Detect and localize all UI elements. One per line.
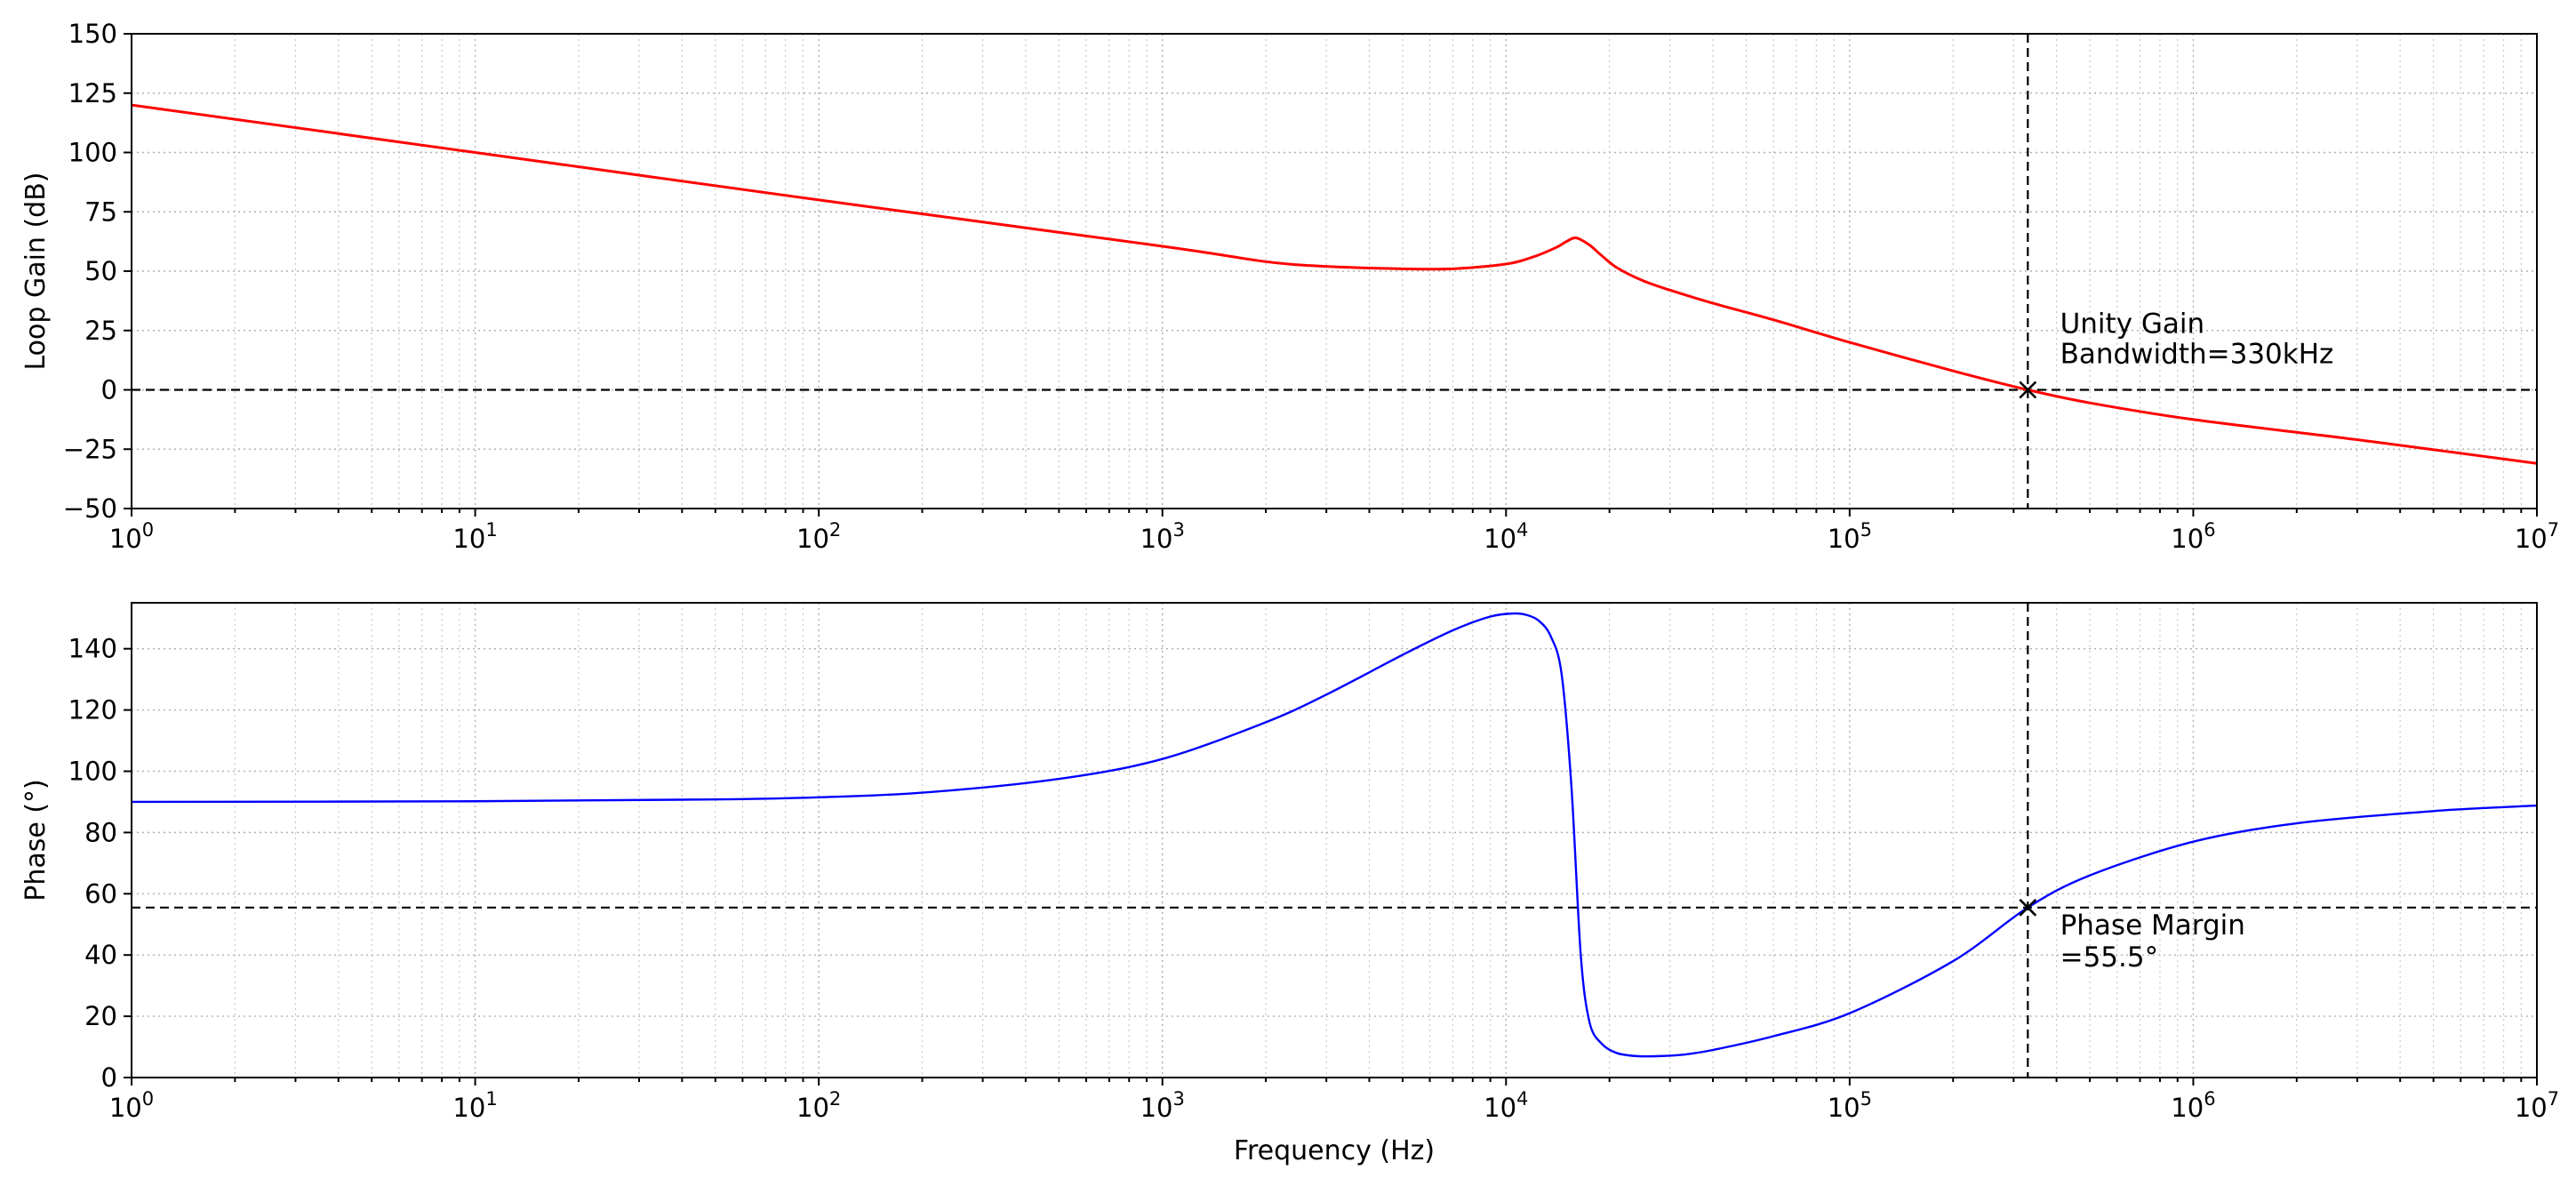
y-tick-label: 120 xyxy=(68,695,117,725)
x-tick-label: 105 xyxy=(1828,1088,1872,1123)
marker-stroke xyxy=(2019,381,2037,399)
unity-gain-annotation-line1: Unity Gain xyxy=(2060,309,2205,341)
y-tick-label: 100 xyxy=(68,138,117,168)
gain-x-ticks: 100 101 102 103 104 105 106 107 xyxy=(109,509,2559,554)
y-tick-label: 25 xyxy=(84,316,117,346)
phase-x-ticks: 100 101 102 103 104 105 106 107 xyxy=(109,1078,2559,1123)
gain-grid xyxy=(131,33,2538,509)
x-tick-label: 107 xyxy=(2515,519,2559,554)
y-tick-label: 125 xyxy=(68,78,117,108)
y-tick-label: −25 xyxy=(63,434,117,464)
x-tick-label: 104 xyxy=(1484,1088,1528,1123)
marker-stroke xyxy=(2019,898,2037,917)
x-tick-label: 106 xyxy=(2171,519,2215,554)
phase-y-axis-label: Phase (°) xyxy=(20,779,52,902)
y-tick-label: 0 xyxy=(101,1062,117,1093)
phase-grid xyxy=(131,603,2538,1078)
y-tick-label: 150 xyxy=(68,19,117,49)
x-tick-label: 106 xyxy=(2171,1088,2215,1123)
phase-curve xyxy=(131,612,2538,1058)
phase-x-axis-label: Frequency (Hz) xyxy=(1234,1135,1435,1166)
phase-margin-annotation-line2: =55.5° xyxy=(2060,942,2159,974)
y-tick-label: 60 xyxy=(84,878,117,909)
y-tick-label: 40 xyxy=(84,940,117,970)
y-tick-label: 0 xyxy=(101,375,117,405)
phase-axes-frame xyxy=(131,602,2538,1078)
phase-plot: 0 20 40 60 80 100 120 140 100 101 102 103 104 105 106… xyxy=(20,602,2559,1166)
phase-margin-annotation-line1: Phase Margin xyxy=(2060,910,2245,942)
y-tick-label: 75 xyxy=(84,196,117,227)
y-tick-label: 80 xyxy=(84,817,117,847)
unity-gain-annotation: Unity Gain Bandwidth=330kHz xyxy=(2060,309,2334,371)
x-tick-label: 105 xyxy=(1828,519,1872,554)
x-tick-label: 104 xyxy=(1484,519,1528,554)
x-tick-label: 101 xyxy=(452,519,497,554)
y-tick-label: 140 xyxy=(68,634,117,664)
x-tick-label: 102 xyxy=(796,519,841,554)
x-tick-label: 103 xyxy=(1140,519,1185,554)
x-tick-label: 107 xyxy=(2515,1088,2559,1123)
unity-gain-annotation-line2: Bandwidth=330kHz xyxy=(2060,339,2334,371)
phase-y-ticks: 0 20 40 60 80 100 120 140 xyxy=(68,634,132,1093)
gain-y-axis-label: Loop Gain (dB) xyxy=(20,172,52,370)
gain-y-ticks: −50 −25 0 25 50 75 100 125 150 xyxy=(63,19,132,524)
gain-reference-lines xyxy=(132,34,2537,509)
x-tick-label: 103 xyxy=(1140,1088,1185,1123)
x-tick-label: 100 xyxy=(109,1088,154,1123)
gain-unity-marker xyxy=(2019,381,2037,399)
x-tick-label: 101 xyxy=(452,1088,497,1123)
y-tick-label: 100 xyxy=(68,756,117,786)
y-tick-label: −50 xyxy=(63,493,117,524)
x-tick-label: 100 xyxy=(109,519,154,554)
phase-reference-lines xyxy=(132,603,2537,1078)
y-tick-label: 50 xyxy=(84,256,117,286)
gain-curve xyxy=(131,103,2538,465)
gain-axes-frame xyxy=(131,33,2538,509)
phase-margin-marker xyxy=(2019,898,2037,917)
x-tick-label: 102 xyxy=(796,1088,841,1123)
phase-margin-annotation: Phase Margin =55.5° xyxy=(2060,910,2254,974)
y-tick-label: 20 xyxy=(84,1001,117,1031)
